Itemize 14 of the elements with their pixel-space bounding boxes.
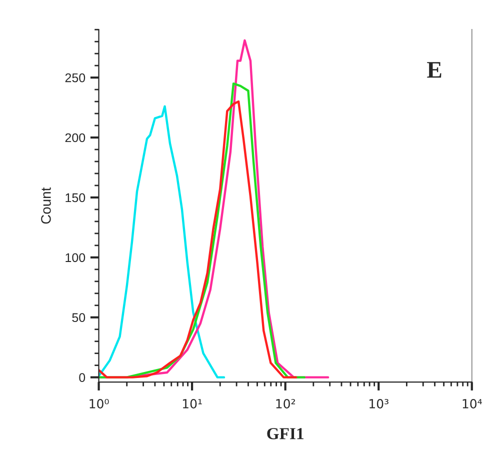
x-tick-label: 10² <box>276 398 296 408</box>
y-axis-title: Count <box>41 187 51 224</box>
x-axis-title: GFI1 <box>267 428 304 440</box>
y-tick-label: 150 <box>66 193 86 202</box>
x-tick-label: 10⁰ <box>90 398 109 408</box>
y-tick-label: 0 <box>79 373 86 382</box>
y-tick-label: 100 <box>66 253 86 262</box>
annotation: E <box>427 62 442 78</box>
x-tick-label: 10³ <box>370 398 388 408</box>
x-tick-label: 10⁴ <box>462 398 482 408</box>
y-tick-label: 50 <box>72 313 86 322</box>
y-tick-label: 200 <box>65 133 86 142</box>
x-tick-label: 10¹ <box>182 398 202 408</box>
y-tick-label: 250 <box>65 73 86 82</box>
